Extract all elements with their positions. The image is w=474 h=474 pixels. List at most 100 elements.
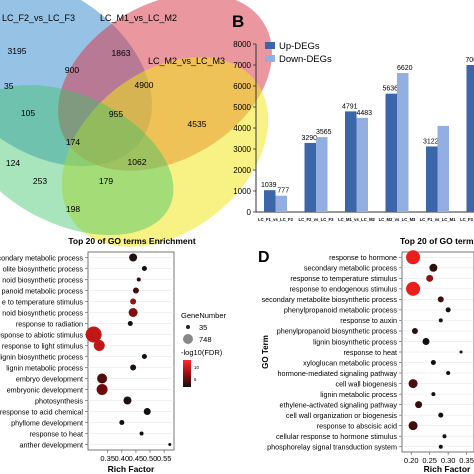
- venn-region-count: 1062: [128, 157, 147, 167]
- bar-value-label: 3565: [316, 129, 332, 136]
- enrichment-point: [408, 421, 418, 431]
- legend-color-tick: 5: [194, 377, 197, 382]
- bar: [466, 65, 474, 212]
- x-tick-label: 0.35: [100, 454, 115, 463]
- x-tick-label: 0.55: [157, 454, 172, 463]
- panel-letter-d: D: [258, 249, 270, 266]
- bar-legend: Up-DEGs Down-DEGs: [265, 41, 332, 65]
- right-x-axis-label: Rich Factor: [424, 464, 471, 474]
- go-term-label: lignin biosynthetic process: [0, 352, 83, 361]
- go-term-label: cell wall organization or biogenesis: [286, 411, 397, 420]
- enrichment-point: [93, 340, 105, 351]
- venn-region-count: 35: [4, 81, 14, 91]
- right-y-axis-label: GO Term: [261, 335, 270, 369]
- go-enrichment-left: Top 20 of GO terms Enrichment secondary …: [0, 236, 227, 474]
- venn-set-label-1: LC_F2_vs_LC_F3: [2, 13, 75, 23]
- go-term-label: cell wall biogenesis: [335, 379, 397, 388]
- right-points: [406, 250, 463, 449]
- go-term-label: phyllome development: [11, 418, 83, 427]
- bar-y-tick-label: 6000: [233, 82, 251, 91]
- bar: [316, 137, 328, 212]
- go-term-label: e to temperature stimulus: [2, 297, 84, 306]
- go-term-label: response to light stimulus: [2, 341, 84, 350]
- venn-region-count: 955: [109, 109, 123, 119]
- bar-y-tick-label: 8000: [233, 40, 251, 49]
- go-term-label: response to heat: [29, 429, 83, 438]
- bar-x-tick-label: LC_F3_vs_LC_M3: [460, 217, 474, 222]
- bar-y-tick-label: 4000: [233, 124, 251, 133]
- bar-y-tick-label: 3000: [233, 145, 251, 154]
- go-term-label: lignin biosynthetic process: [313, 337, 397, 346]
- venn-region-count: 4535: [188, 119, 207, 129]
- go-term-label: noid biosynthetic process: [2, 308, 83, 317]
- go-term-label: phenylpropanoid biosynthetic process: [277, 327, 398, 336]
- go-term-label: response to heat: [343, 348, 397, 357]
- go-term-label: phosphorelay signal transduction system: [267, 443, 397, 452]
- bar-value-label: 4483: [356, 110, 372, 117]
- x-tick-label: 0.20: [404, 456, 419, 465]
- legend-swatch-down: [265, 55, 275, 62]
- enrichment-point: [127, 321, 133, 326]
- bar: [426, 146, 438, 212]
- enrichment-point: [96, 384, 108, 395]
- enrichment-point: [446, 371, 451, 376]
- go-enrichment-right: D Top 20 of GO terms response to hormone…: [258, 236, 474, 474]
- enrichment-point: [459, 350, 463, 354]
- bar-y-tick-label: 0: [247, 208, 252, 217]
- enrichment-point: [438, 444, 443, 449]
- enrichment-point: [130, 298, 137, 305]
- enrichment-point: [136, 277, 141, 282]
- left-chart-title: Top 20 of GO terms Enrichment: [68, 236, 196, 246]
- enrichment-point: [123, 396, 132, 405]
- go-term-label: response to radiation: [16, 319, 83, 328]
- right-grid: [402, 257, 474, 447]
- legend-label-up: Up-DEGs: [279, 41, 320, 52]
- bar-value-label: 3290: [301, 135, 317, 142]
- legend-color-bar: [183, 360, 191, 387]
- go-term-label: phenylpropanoid metabolic process: [284, 306, 397, 315]
- go-term-label: response to abiotic stimulus: [0, 330, 83, 339]
- legend-swatch-up: [265, 42, 275, 49]
- bar: [304, 142, 316, 212]
- enrichment-point: [97, 373, 108, 384]
- bar-x-tick-label: LC_F2_vs_LC_F3: [299, 217, 335, 222]
- go-term-label: noid biosynthetic process: [2, 275, 83, 284]
- legend-label-down: Down-DEGs: [279, 54, 332, 65]
- legend-size-small: 35: [199, 323, 207, 332]
- enrichment-point: [141, 354, 147, 359]
- go-term-label: lignin metabolic process: [6, 363, 83, 372]
- x-tick-label: 0.35: [459, 456, 474, 465]
- enrichment-point: [445, 307, 451, 313]
- bar-y-tick-label: 5000: [233, 103, 251, 112]
- bar-y-tick-label: 1000: [233, 187, 251, 196]
- right-x-axis: 0.20 0.25 0.30 0.35: [404, 452, 474, 465]
- venn-region-count: 174: [66, 137, 80, 147]
- bar: [345, 111, 357, 212]
- left-plot-area: [87, 251, 175, 451]
- venn-region-count: 3195: [8, 46, 27, 56]
- go-term-label: embryonic development: [7, 385, 83, 394]
- go-term-label: panoid metabolic process: [1, 286, 83, 295]
- go-term-label: photosynthesis: [35, 396, 83, 405]
- bar: [356, 117, 368, 212]
- bar-value-label: 700: [465, 57, 474, 64]
- x-tick-label: 0.45: [129, 454, 144, 463]
- venn-region-count: 253: [33, 176, 47, 186]
- go-term-label: response to auxin: [340, 316, 397, 325]
- bar-y-tick-label: 7000: [233, 61, 251, 70]
- legend-size-dot-small: [186, 325, 190, 329]
- legend-color-tick: 10: [194, 365, 200, 370]
- enrichment-point: [415, 401, 423, 409]
- enrichment-point: [430, 360, 436, 366]
- enrichment-point: [431, 392, 436, 397]
- enrichment-point: [406, 250, 421, 265]
- go-term-label: response to endogenous stimulus: [290, 285, 398, 294]
- bar: [385, 93, 397, 212]
- go-term-label: response to hormone: [329, 253, 397, 262]
- go-term-label: olite biosynthetic process: [3, 264, 84, 273]
- enrichment-point: [139, 431, 144, 436]
- venn-set-3: [61, 57, 269, 247]
- left-x-axis-label: Rich Factor: [108, 464, 155, 474]
- venn-set-label-2: LC_M1_vs_LC_M2: [100, 13, 177, 23]
